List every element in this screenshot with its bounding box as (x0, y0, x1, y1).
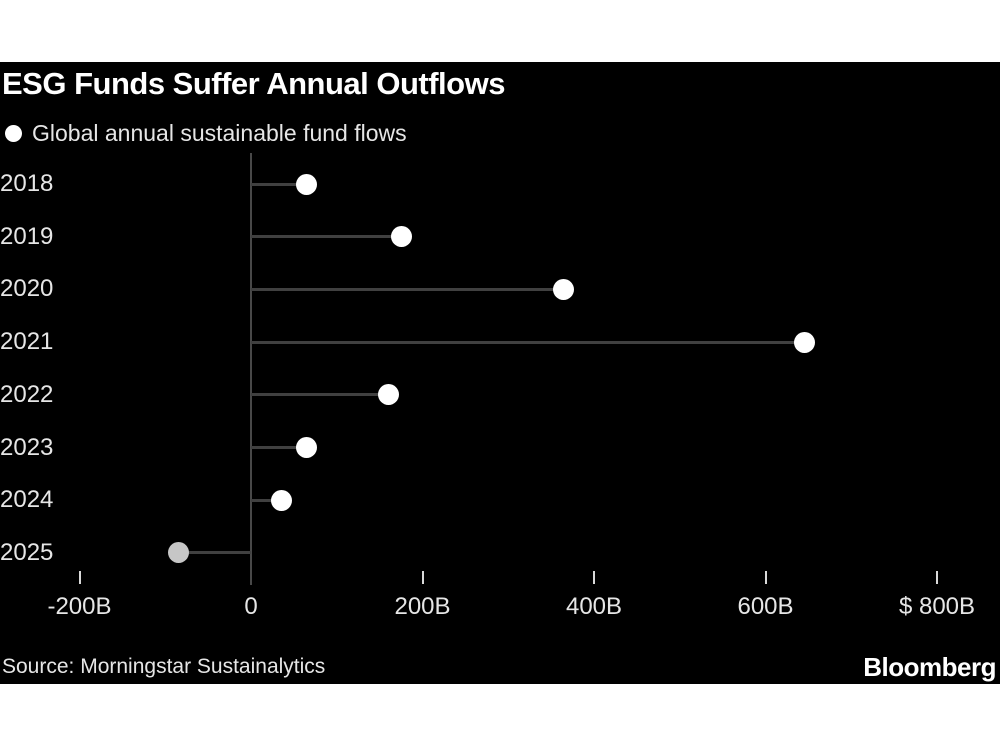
data-point-dot (553, 278, 575, 300)
chart-panel: ESG Funds Suffer Annual Outflows Global … (0, 62, 1000, 684)
stem-line (251, 340, 805, 344)
stem-line (251, 498, 281, 502)
year-label: 2025 (0, 538, 54, 566)
legend-circle-icon (5, 125, 22, 142)
data-point-dot (377, 384, 399, 406)
chart-title: ESG Funds Suffer Annual Outflows (2, 66, 505, 101)
year-label: 2020 (0, 275, 54, 303)
stem-line (251, 182, 307, 186)
data-point-dot (167, 542, 189, 564)
stem-line (178, 551, 251, 555)
x-axis-tick-label: 0 (244, 593, 258, 620)
stem-line (251, 446, 307, 450)
year-label: 2024 (0, 486, 54, 514)
x-axis-tick (936, 571, 938, 584)
legend: Global annual sustainable fund flows (5, 120, 407, 147)
legend-label: Global annual sustainable fund flows (32, 120, 407, 146)
data-point-dot (390, 226, 412, 248)
stem-line (251, 393, 389, 397)
x-axis-tick (78, 571, 81, 584)
data-point-dot (296, 437, 318, 459)
data-point-dot (270, 489, 292, 511)
x-axis-tick (764, 571, 767, 584)
stem-line (251, 287, 564, 291)
bloomberg-logo: Bloomberg (863, 651, 996, 682)
plot-area: 2018 2019 2020 2021 2022 2023 2024 2025 -200B 0 20… (0, 62, 1000, 684)
x-axis-tick-label: -200B (47, 593, 112, 620)
year-label: 2022 (0, 380, 54, 408)
x-axis-tick (593, 571, 595, 584)
year-label: 2023 (0, 433, 54, 461)
year-label: 2021 (0, 328, 54, 356)
x-axis-tick-label: 600B (737, 593, 794, 620)
data-point-dot (296, 173, 318, 195)
footer: Source: Morningstar Sustainalytics Bloom… (2, 652, 996, 682)
zero-axis-line (250, 153, 252, 585)
x-axis-tick-label: 400B (565, 593, 623, 620)
x-axis-tick-label: 200B (394, 593, 451, 620)
data-point-dot (793, 331, 815, 353)
stem-line (251, 235, 402, 239)
x-axis-tick (421, 571, 424, 584)
year-label: 2018 (0, 170, 54, 197)
year-label: 2019 (0, 222, 54, 250)
source-text: Source: Morningstar Sustainalytics (2, 655, 326, 678)
x-axis-tick-label: $ 800B (898, 593, 976, 620)
